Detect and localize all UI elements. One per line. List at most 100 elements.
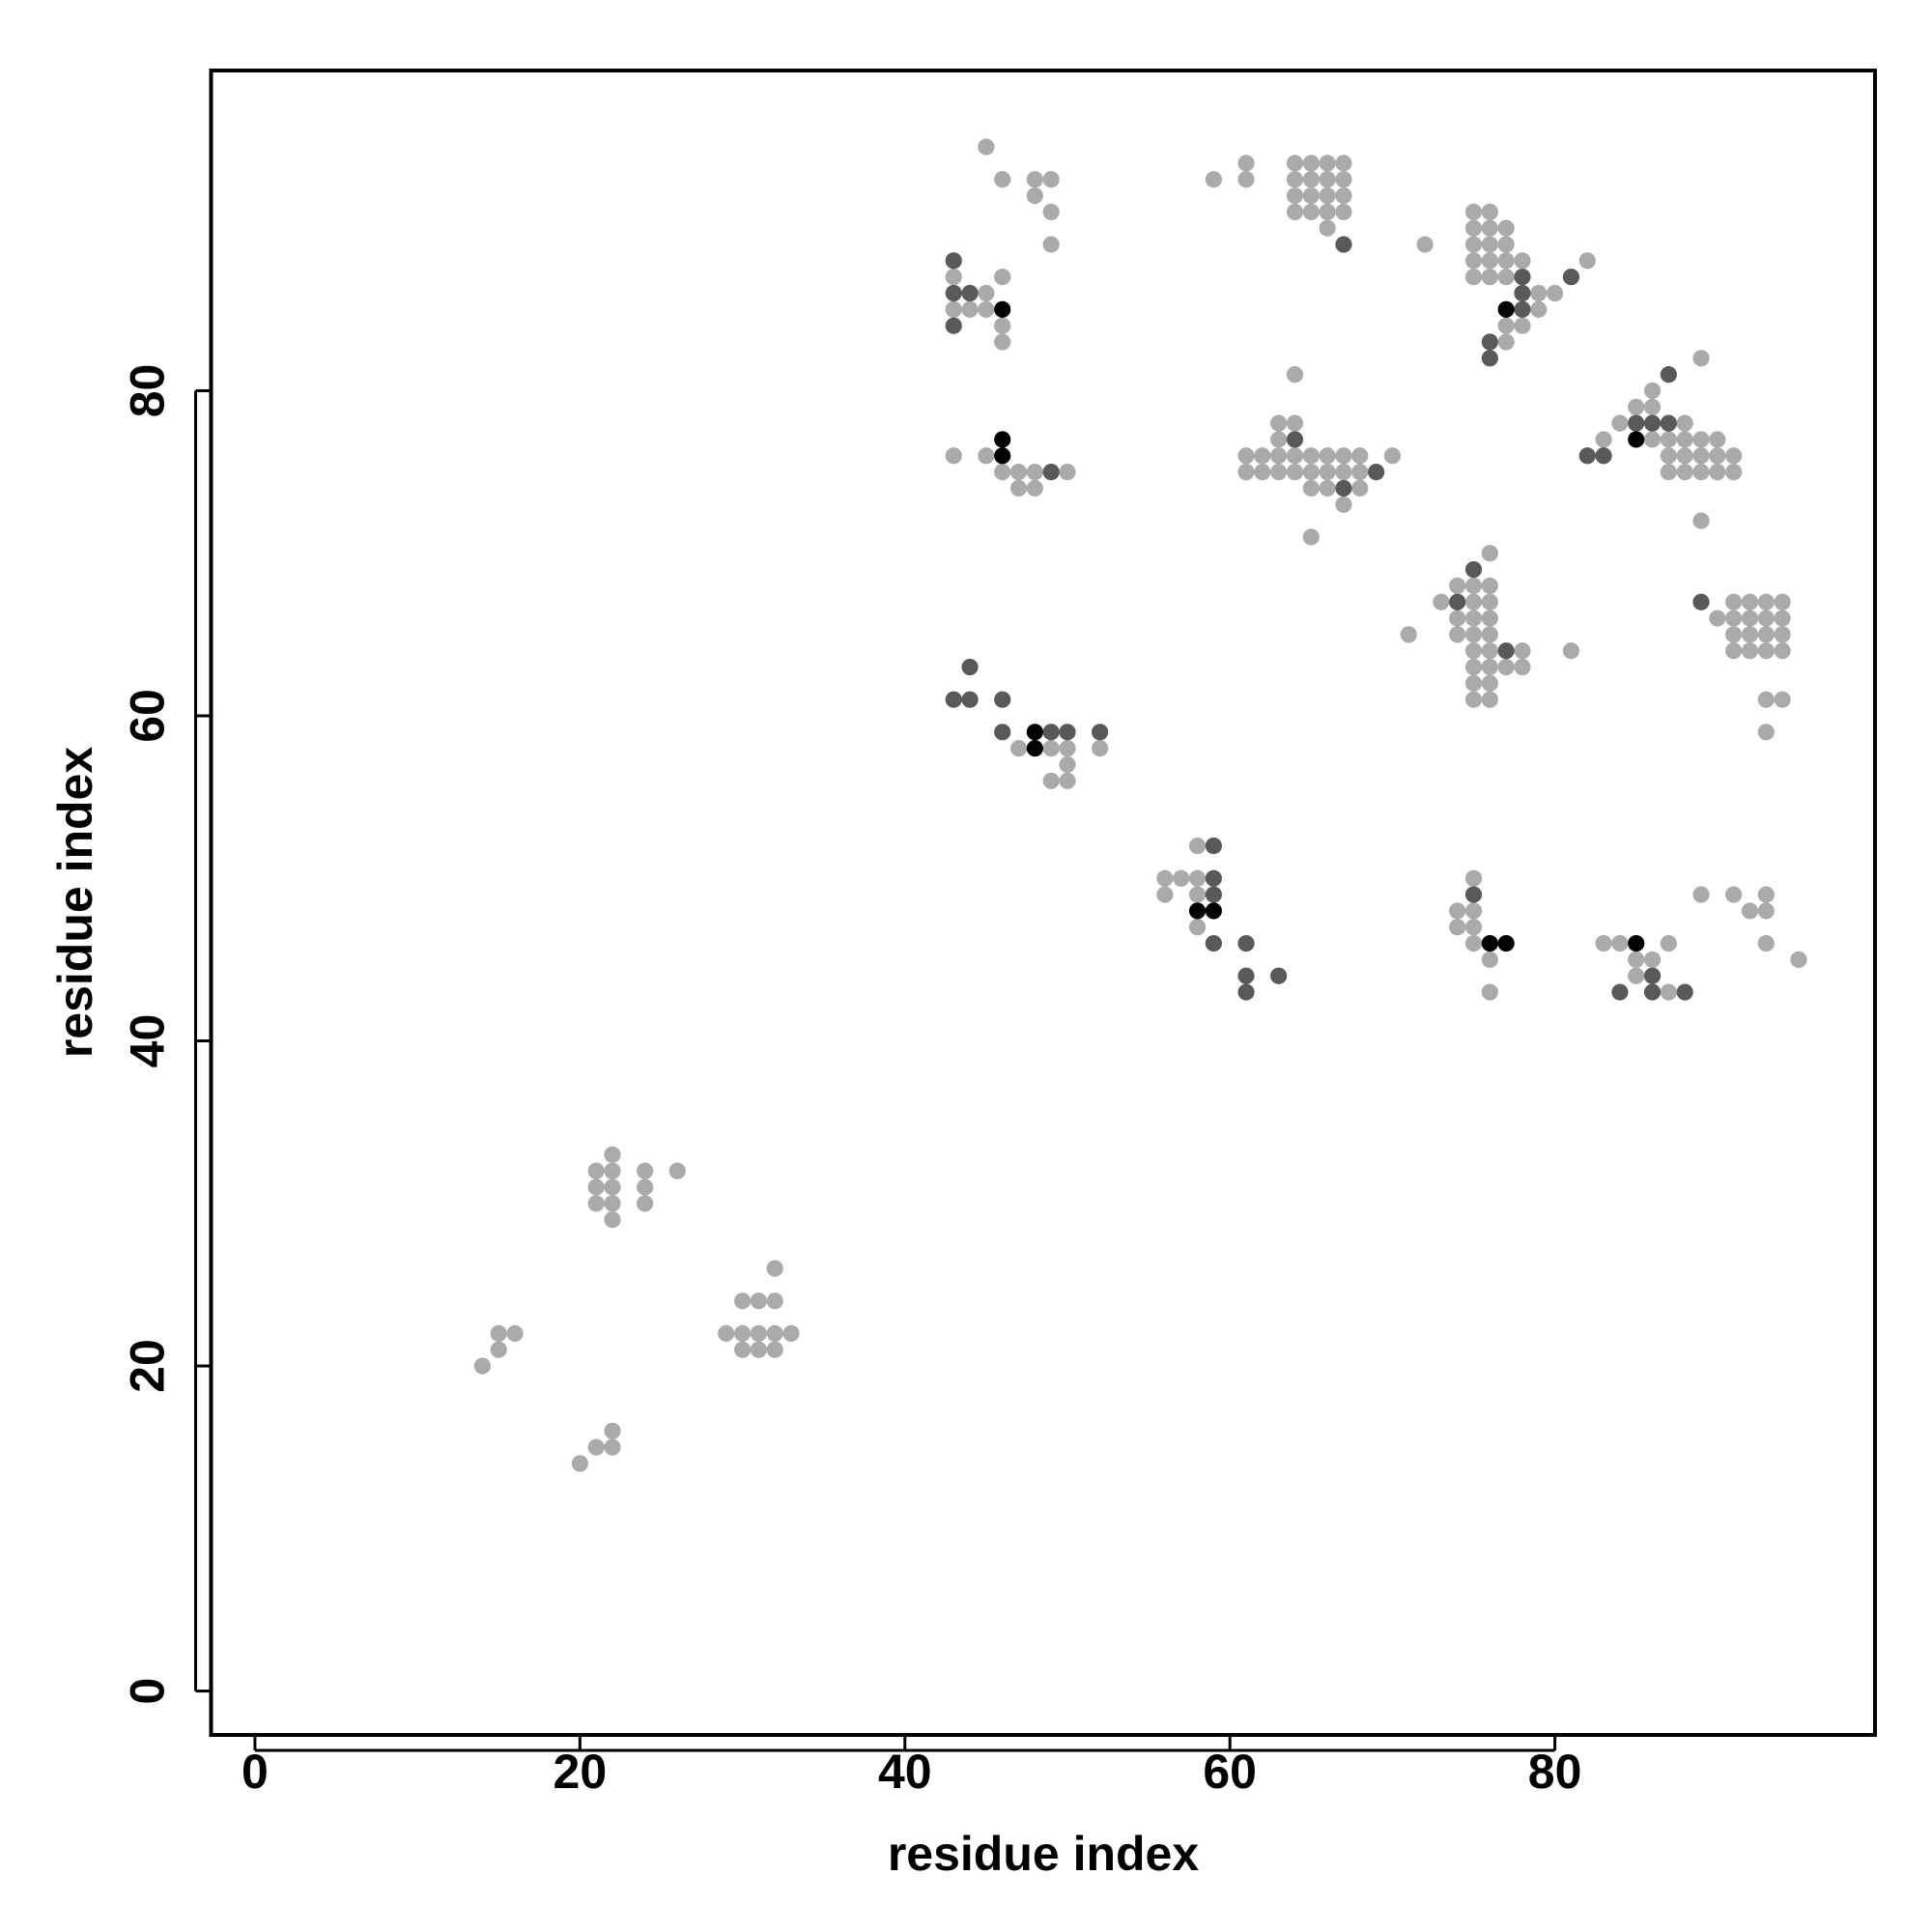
point — [945, 269, 962, 286]
point — [1578, 252, 1596, 270]
point — [1628, 414, 1645, 432]
point — [1205, 171, 1222, 188]
point — [1302, 171, 1320, 188]
point — [1319, 203, 1336, 220]
point — [1464, 674, 1483, 692]
point — [1643, 398, 1662, 415]
y-tick-label: 20 — [121, 1339, 175, 1393]
point — [1481, 269, 1498, 286]
point — [1692, 512, 1710, 529]
point — [1464, 642, 1483, 660]
point — [1725, 886, 1743, 903]
point — [1481, 350, 1498, 367]
point — [961, 691, 979, 708]
point — [994, 447, 1011, 465]
point — [1464, 236, 1483, 253]
point — [587, 1162, 605, 1179]
point — [1497, 934, 1515, 952]
point — [1595, 934, 1612, 952]
point — [766, 1341, 783, 1358]
point — [1205, 869, 1222, 887]
x-tick-label: 40 — [878, 1745, 932, 1799]
point — [945, 317, 962, 334]
point — [1774, 593, 1791, 611]
point — [1188, 886, 1207, 903]
point — [1628, 431, 1645, 448]
point — [1319, 155, 1336, 172]
point — [1286, 171, 1304, 188]
point — [1319, 171, 1336, 188]
point — [1302, 528, 1320, 546]
point — [1692, 464, 1710, 481]
point — [1774, 642, 1791, 660]
point — [1433, 593, 1450, 611]
point — [1497, 269, 1515, 286]
point — [994, 317, 1011, 334]
point — [1562, 269, 1580, 286]
point — [994, 724, 1011, 741]
point — [1514, 642, 1531, 660]
point — [1725, 593, 1743, 611]
point — [1481, 674, 1498, 692]
point — [604, 1146, 621, 1163]
point — [1092, 740, 1109, 757]
point — [1741, 902, 1759, 920]
point — [1237, 171, 1255, 188]
point — [1611, 983, 1629, 1001]
point — [1009, 464, 1028, 481]
point — [1481, 951, 1498, 968]
point — [1497, 317, 1515, 334]
point — [1497, 236, 1515, 253]
point — [1514, 317, 1531, 334]
point — [750, 1324, 767, 1342]
point — [1692, 350, 1710, 367]
point — [766, 1260, 783, 1277]
point — [1464, 219, 1483, 237]
point — [1237, 155, 1255, 172]
point — [1302, 186, 1320, 205]
point — [587, 1438, 605, 1456]
point — [1725, 610, 1743, 627]
point — [994, 171, 1011, 188]
point — [1059, 772, 1076, 789]
point — [1757, 691, 1775, 708]
point — [994, 300, 1011, 318]
point — [1676, 447, 1693, 465]
point — [1725, 642, 1743, 660]
point — [1156, 869, 1174, 887]
point — [978, 138, 995, 156]
x-tick-label: 0 — [242, 1745, 269, 1799]
point — [668, 1162, 686, 1179]
point — [1302, 203, 1320, 220]
x-tick-label: 20 — [554, 1745, 608, 1799]
point — [1481, 252, 1498, 270]
point — [1514, 284, 1531, 302]
point — [1757, 593, 1775, 611]
point — [961, 300, 979, 318]
point — [1464, 252, 1483, 270]
point — [1383, 447, 1402, 465]
point — [1173, 869, 1190, 887]
x-axis-label: residue index — [888, 1827, 1200, 1881]
point — [1237, 447, 1255, 465]
point — [961, 658, 979, 676]
point — [1628, 934, 1645, 952]
point — [978, 300, 995, 318]
point — [1725, 447, 1743, 465]
point — [1302, 447, 1320, 465]
point — [1611, 414, 1629, 432]
point — [604, 1162, 621, 1179]
point — [1026, 186, 1043, 205]
point — [1205, 902, 1222, 920]
y-tick-label: 60 — [121, 689, 175, 743]
point — [490, 1324, 507, 1342]
point — [1335, 236, 1352, 253]
point — [1449, 626, 1466, 643]
point — [1286, 414, 1304, 432]
point — [1319, 447, 1336, 465]
point — [1335, 496, 1352, 513]
y-tick-label: 40 — [121, 1014, 175, 1068]
point — [1009, 479, 1028, 497]
point — [1481, 642, 1498, 660]
